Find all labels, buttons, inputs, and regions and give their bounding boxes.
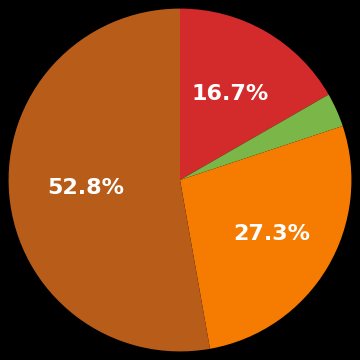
- Wedge shape: [180, 95, 343, 180]
- Text: 52.8%: 52.8%: [48, 178, 125, 198]
- Wedge shape: [180, 9, 329, 180]
- Wedge shape: [180, 126, 351, 349]
- Text: 16.7%: 16.7%: [191, 84, 269, 104]
- Wedge shape: [9, 9, 210, 351]
- Text: 27.3%: 27.3%: [233, 224, 310, 244]
